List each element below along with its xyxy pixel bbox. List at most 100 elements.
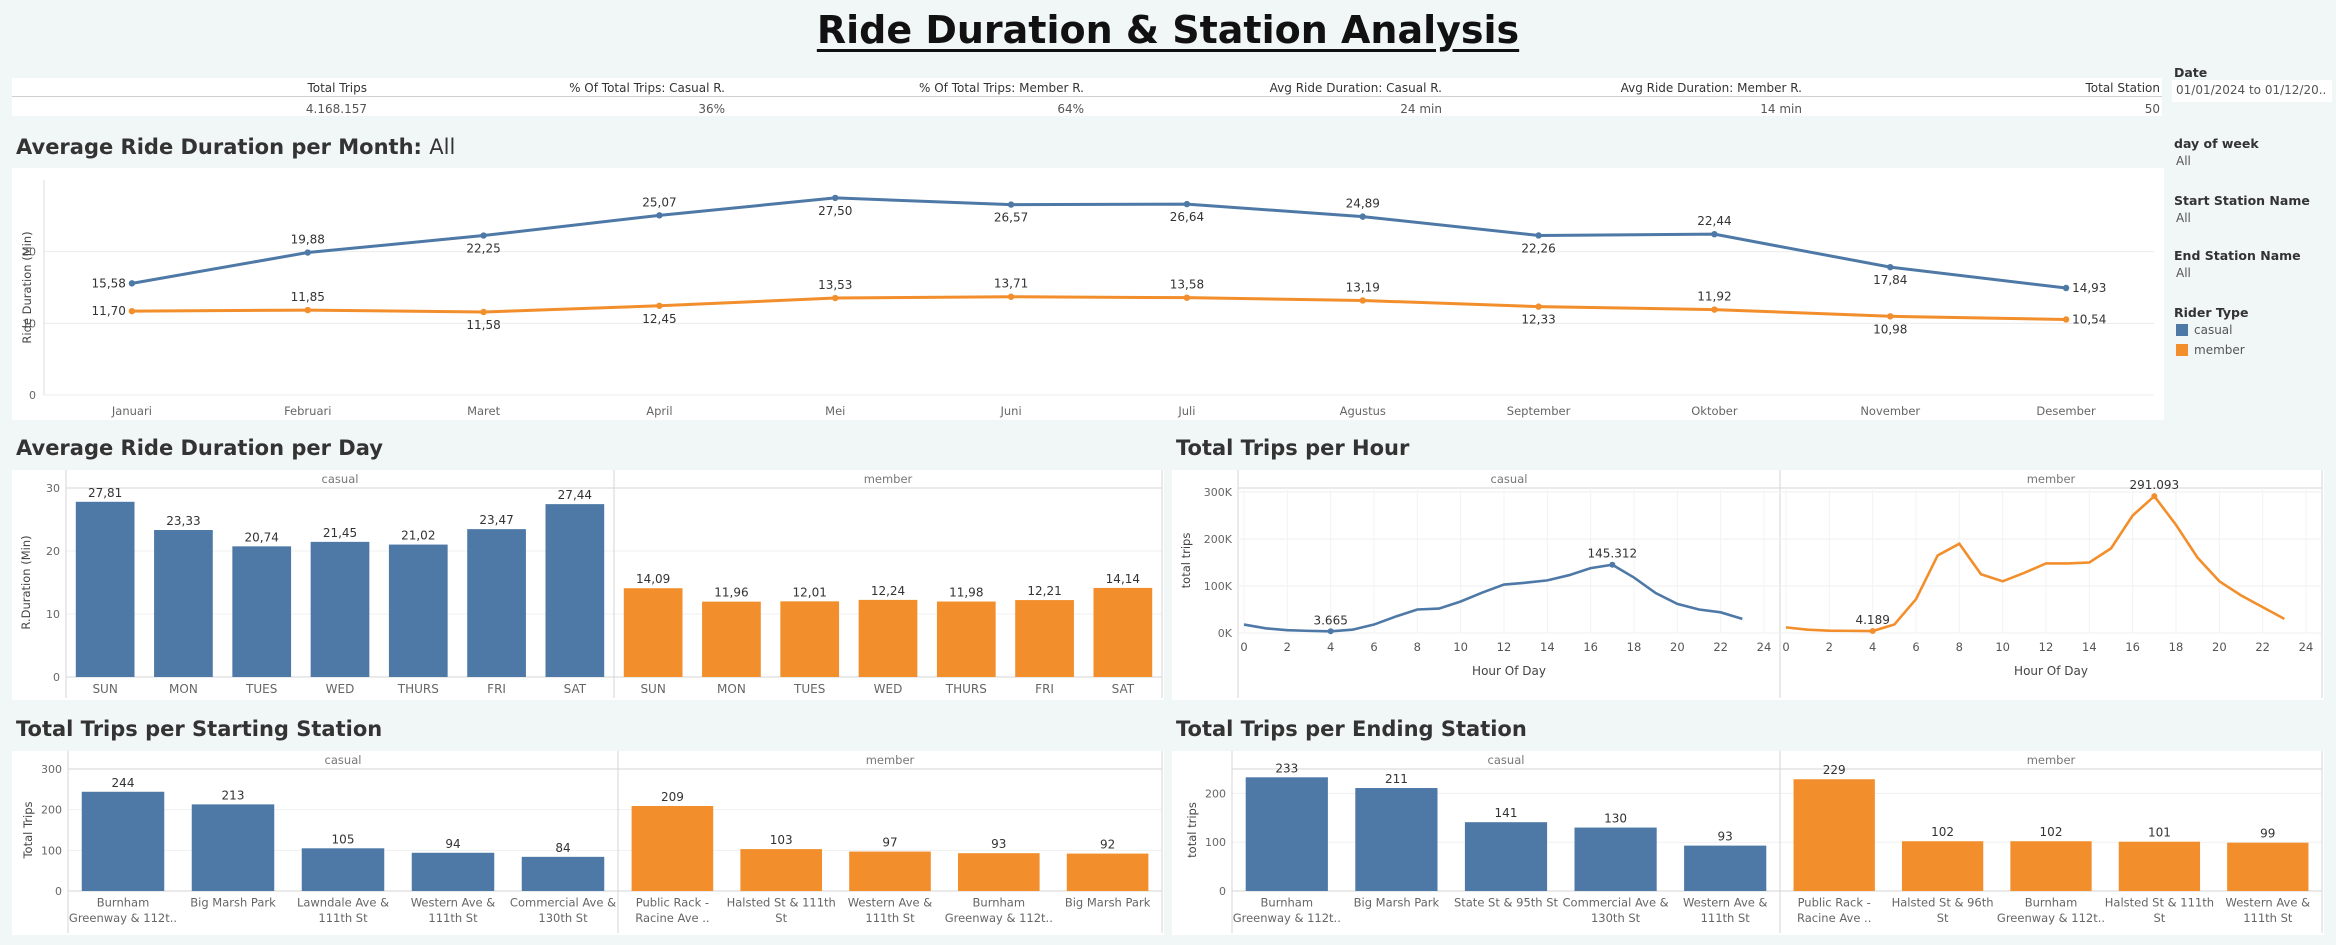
bar-casual [1574,827,1657,891]
end-station-chart-panel: 0 100 200 total trips casual 233 Burnham Greenw… [1172,751,2324,935]
data-label: 130 [1604,812,1627,826]
x-tick-label: St [2153,911,2165,925]
x-tick-label: Agustus [1340,404,1386,418]
bar-casual [521,856,605,891]
bar-casual [154,530,213,677]
data-label: 229 [1823,763,1846,777]
data-label: 103 [770,833,793,847]
x-tick-label: Western Ave & [411,896,496,910]
bar-casual [191,804,275,891]
bar-member [1093,587,1153,677]
bar-member [623,588,683,677]
data-point-member [656,302,663,309]
daily-chart-panel: 0 10 20 30 R.Duration (Min) casual 27,81 SUN 23,… [12,470,1164,700]
data-label: 12,01 [793,585,827,599]
kpi-label: Avg Ride Duration: Casual R. [1269,81,1442,95]
x-axis-label: Hour Of Day [2014,664,2088,678]
x-tick-label: 130th St [538,911,588,925]
y-tick-label: 20 [46,545,60,558]
x-tick-label: WED [326,682,355,696]
data-label: 24,89 [1346,197,1380,211]
end-station-chart-title: Total Trips per Ending Station [1176,717,1527,741]
x-tick-label: 2 [1826,640,1833,654]
x-tick-label: Racine Ave .. [1797,911,1871,925]
end-station-filter-value[interactable]: All [2176,266,2191,280]
x-tick-label: 24 [2299,640,2314,654]
bar-member [1901,841,1984,891]
x-tick-label: 24 [1757,640,1772,654]
x-tick-label: SUN [92,682,117,696]
data-label: 25,07 [642,195,676,209]
x-tick-label: 16 [1583,640,1598,654]
x-tick-label: 130th St [1591,911,1641,925]
x-tick-label: 4 [1327,640,1334,654]
kpi-value: 24 min [1400,102,1442,116]
bar-member [1793,779,1875,891]
y-tick-label: 300 [41,763,62,776]
day-filter-value[interactable]: All [2176,154,2191,168]
x-tick-label: November [1860,404,1920,418]
series-line-member [1785,494,2285,633]
data-label: 93 [991,837,1006,851]
bar-member [2010,841,2092,891]
kpi-value: 64% [1057,102,1084,116]
x-tick-label: FRI [1035,682,1054,696]
data-label: 11,96 [714,586,748,600]
data-label: 22,44 [1697,214,1731,228]
daily-chart-title: Average Ride Duration per Day [16,436,383,460]
y-tick-label: 200 [41,804,62,817]
x-tick-label: TUES [245,682,277,696]
data-label: 22,26 [1521,241,1555,255]
data-label: 23,47 [479,513,513,527]
monthly-chart-title: Average Ride Duration per Month: All [16,135,455,159]
kpi-value: 4.168.157 [305,102,367,116]
data-label: 102 [2040,825,2063,839]
bar-casual [411,852,495,891]
x-tick-label: Commercial Ave & [1563,896,1669,910]
start-station-filter-value[interactable]: All [2176,211,2191,225]
panel-header-casual: casual [322,472,359,486]
bar-member [631,806,714,891]
kpi-label: Avg Ride Duration: Member R. [1620,81,1802,95]
legend-item-member[interactable]: member [2176,343,2245,357]
start-station-filter-label: Start Station Name [2174,193,2310,208]
data-point-member [1359,297,1366,304]
x-tick-label: Halsted St & 96th [1892,896,1994,910]
kpi-label: Total Station [2085,81,2160,95]
data-label: 101 [2148,826,2171,840]
x-tick-label: St [1937,911,1949,925]
x-tick-label: Burnham [97,896,150,910]
x-tick-label: 16 [2125,640,2140,654]
end-station-filter-label: End Station Name [2174,248,2301,263]
data-label: 26,57 [994,211,1028,225]
data-label: 12,21 [1027,584,1061,598]
x-tick-label: Mei [825,404,845,418]
bar-member [1066,853,1149,891]
bar-member [702,601,761,677]
data-label: 21,45 [323,526,357,540]
x-tick-label: THURS [945,682,987,696]
data-point-member [480,308,487,316]
data-label: 11,58 [466,318,500,332]
x-tick-label: 111th St [2243,911,2293,925]
x-tick-label: Big Marsh Park [190,896,276,910]
x-tick-label: 18 [1627,640,1642,654]
x-tick-label: 22 [1713,640,1728,654]
x-tick-label: 6 [1912,640,1919,654]
panel-header-member: member [2027,472,2076,486]
data-label: 20,74 [245,530,279,544]
y-tick-label: 200K [1204,533,1233,546]
bar-member [936,601,996,677]
x-tick-label: Public Rack - [636,896,709,910]
legend-item-casual[interactable]: casual [2176,323,2233,337]
x-tick-label: Halsted St & 111th [727,896,836,910]
date-filter-input[interactable]: 01/01/2024 to 01/12/20.. [2172,80,2332,102]
data-point-casual [1535,232,1542,239]
data-point-casual [2062,284,2070,292]
panel-header-casual: casual [1488,753,1525,767]
series-line-member [131,295,2067,321]
monthly-chart-title-filter: All [429,135,456,159]
x-tick-label: 22 [2255,640,2270,654]
